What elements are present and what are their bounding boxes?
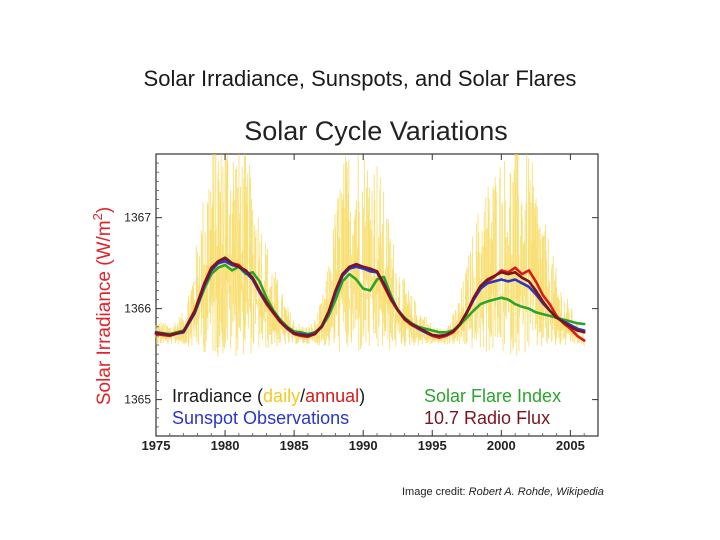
x-tick-label: 2000 [487,438,516,453]
radio-series-line [154,256,586,338]
y-tick-label: 1366 [124,302,151,316]
legend-sunspot: Sunspot Observations [172,408,349,428]
image-credit: Image credit: Robert A. Rohde, Wikipedia [402,486,604,498]
credit-prefix: Image credit: [402,486,469,498]
x-tick-label: 1995 [418,438,447,453]
chart-title: Solar Cycle Variations [244,116,508,146]
y-axis-label-sup: 2 [90,213,105,220]
chart-svg: Solar Cycle Variations Solar Irradiance … [90,116,599,453]
x-tick-label: 1985 [280,438,309,453]
x-tick-label: 2005 [556,438,585,453]
axis-ticks-layer: 1975 1980 1985 1990 1995 2000 2005 1365 1366 1367 [124,154,598,453]
legend-irradiance-label: Irradiance ( [172,386,263,406]
legend-radio: 10.7 Radio Flux [424,408,550,428]
y-axis-label-close: ) [94,207,115,213]
legend-daily-label: daily [263,386,300,406]
slide-title: Solar Irradiance, Sunspots, and Solar Fl… [143,66,577,91]
x-tick-label: 1980 [211,438,240,453]
series-lines-layer [154,256,586,342]
y-axis-label-main: Solar Irradiance (W/m [94,220,115,405]
legend-irradiance: Irradiance (daily/annual) [172,386,365,406]
y-axis-label: Solar Irradiance (W/m2) [90,207,115,405]
legend: Irradiance (daily/annual) Sunspot Observ… [172,386,561,428]
credit-source: Robert A. Rohde, Wikipedia [468,486,604,498]
x-tick-label: 1975 [142,438,171,453]
y-tick-label: 1367 [124,211,151,225]
legend-slash: / [300,386,305,406]
solar-cycle-chart: Solar Cycle Variations Solar Irradiance … [88,110,608,460]
legend-annual-label: annual [305,386,359,406]
y-tick-label: 1365 [124,393,151,407]
x-tick-label: 1990 [349,438,378,453]
legend-flare: Solar Flare Index [424,386,561,406]
legend-close-paren: ) [359,386,365,406]
